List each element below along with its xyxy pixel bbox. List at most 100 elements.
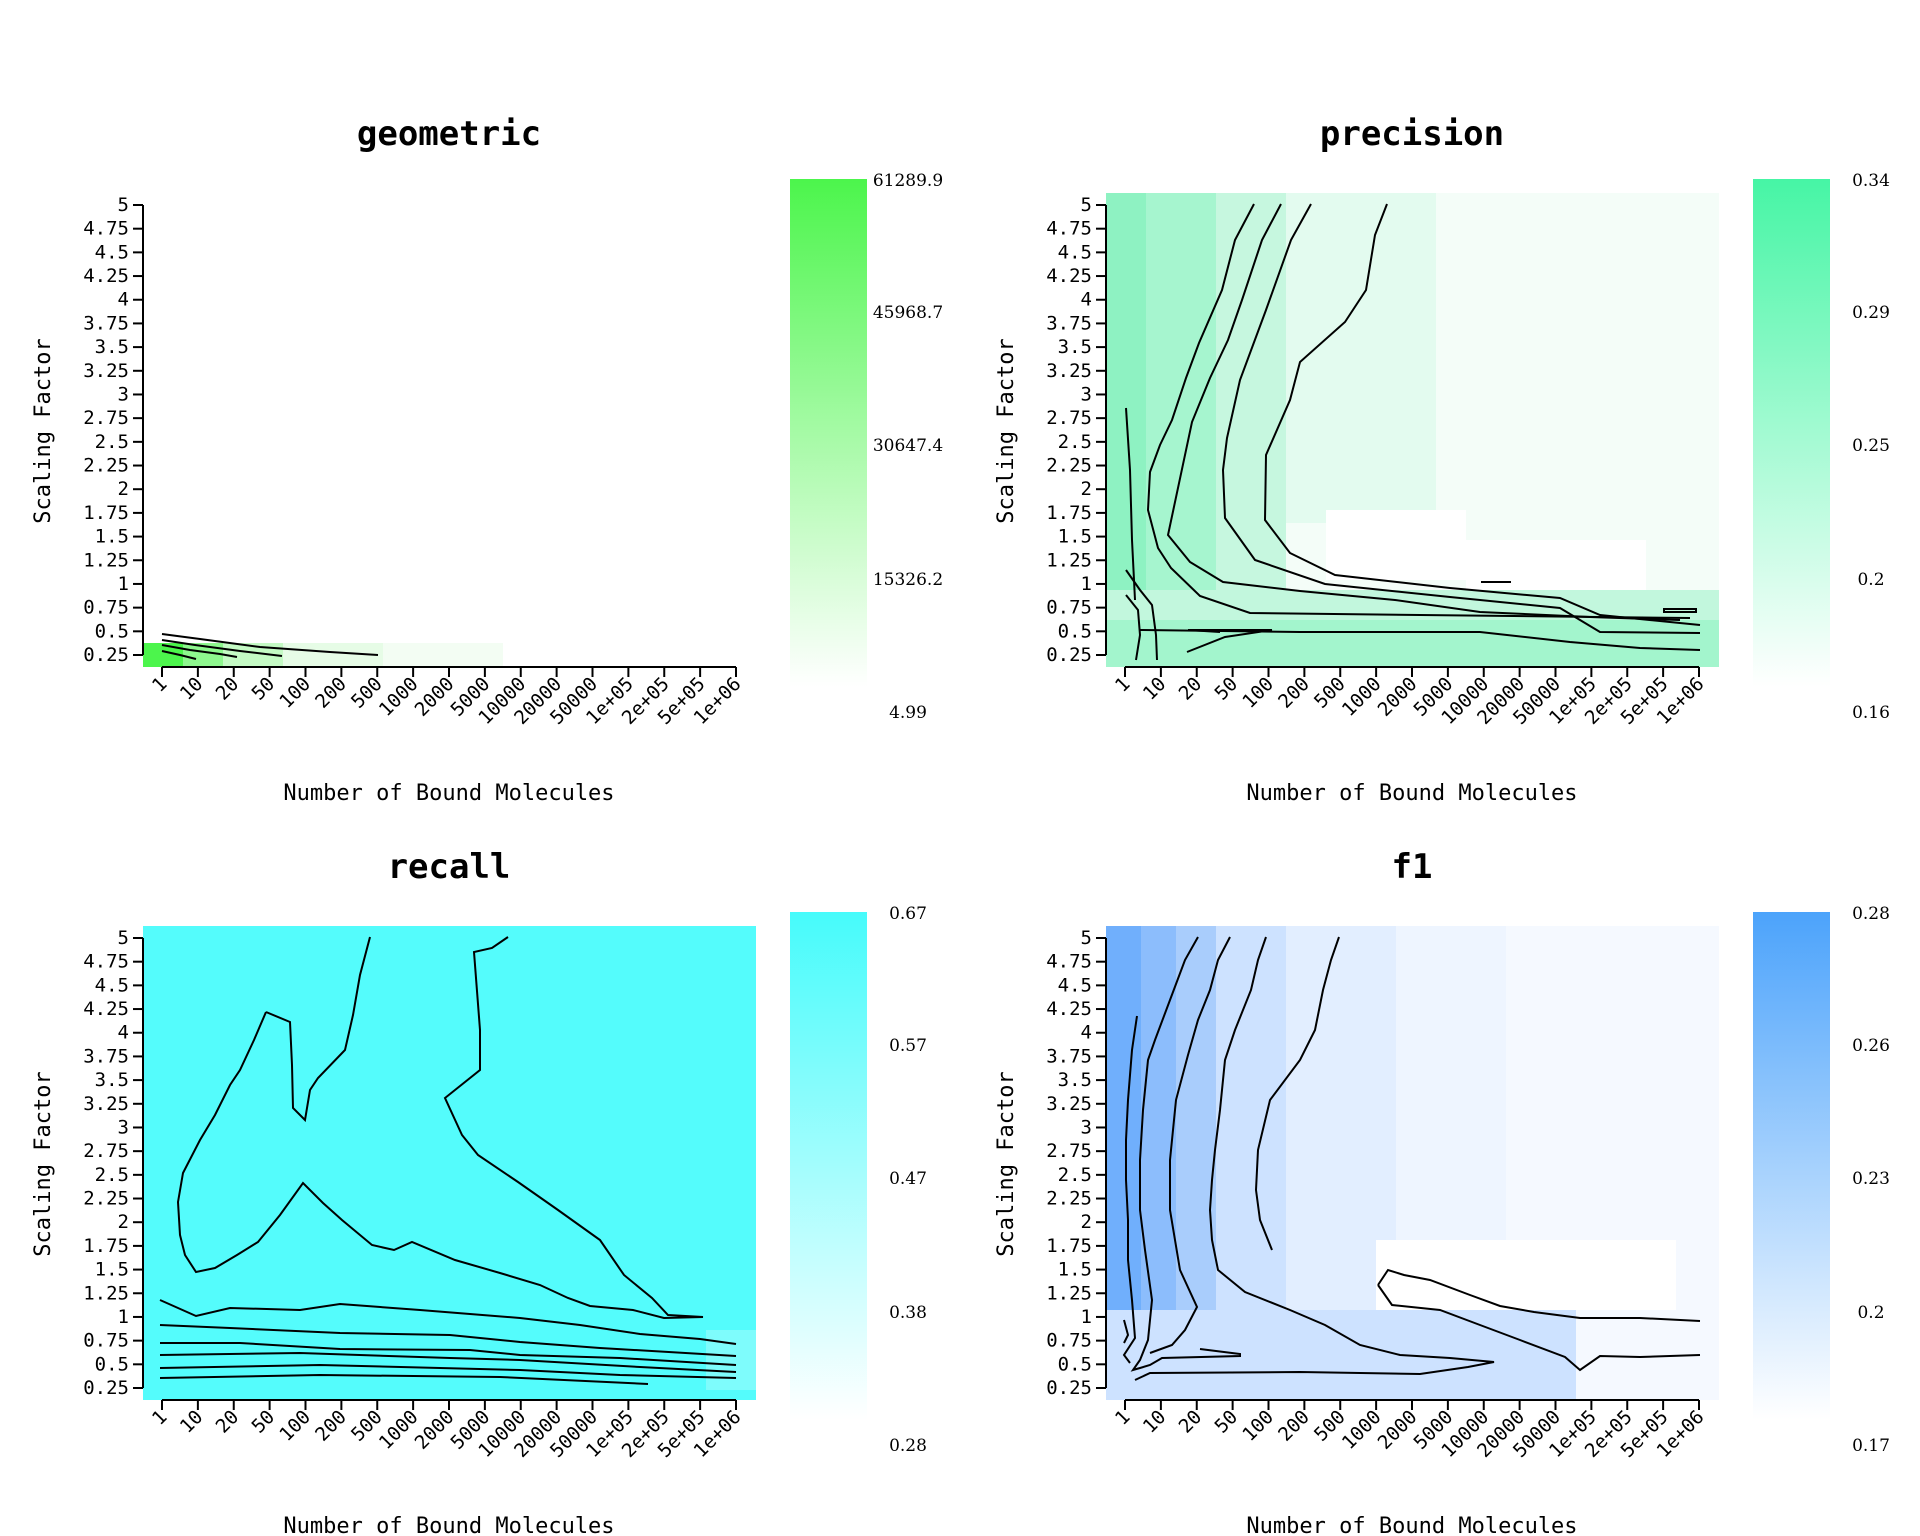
y-tick-label: 0.5 [95,1353,129,1375]
y-tick-label: 2.75 [83,1140,129,1162]
y-axis: 0.250.50.7511.251.51.7522.252.52.7533.25… [83,927,144,1399]
colorbar-label: 0.23 [1852,1169,1890,1189]
contour-line [159,1351,737,1373]
contour-line [159,1363,737,1379]
colorbar-label: 0.57 [889,1036,927,1056]
y-tick-label: 0.25 [1046,644,1092,666]
y-tick-label: 3.75 [1046,312,1092,334]
y-tick-label: 0.75 [83,597,129,619]
y-tick-label: 4.75 [83,951,129,973]
contour-line [159,1324,737,1357]
y-tick-label: 3.25 [83,360,129,382]
y-tick-label: 4.75 [1046,951,1092,973]
y-tick-label: 1.5 [1058,526,1092,548]
colorbar-label: 0.16 [1852,703,1890,723]
y-tick-label: 1.5 [95,526,129,548]
y-tick-label: 1 [1081,573,1092,595]
panel-geometric: geometric 0.250.50.7511.251.51.7522.252.… [31,114,943,806]
contour-line [161,633,379,656]
heatmap-cell [1106,620,1719,667]
x-axis: 1 10 20 50100200500100020005000100002000050… [1111,1399,1709,1462]
y-tick-label: 3.5 [1058,1069,1092,1091]
y-tick-label: 4.5 [1058,241,1092,263]
heatmap-cell [706,1330,756,1390]
y-tick-label: 5 [1081,927,1092,949]
panel-title: geometric [357,114,541,154]
heatmap-cell [1286,193,1436,523]
y-tick-label: 2.25 [83,455,129,477]
colorbar-gradient [790,912,867,1420]
heatmap-cell [1376,1240,1676,1310]
y-tick-label: 4.5 [1058,974,1092,996]
y-tick-label: 2.5 [95,1164,129,1186]
y-tick-label: 2.5 [1058,431,1092,453]
x-tick-label: 10 [1139,673,1171,705]
y-axis: 0.250.50.7511.251.51.7522.252.52.7533.25… [1046,927,1107,1399]
x-tick-label: 100 [1238,673,1278,713]
y-tick-label: 3 [118,1116,129,1138]
colorbar-label: 0.38 [889,1303,927,1323]
contour-line [1123,1319,1130,1344]
y-tick-label: 4.25 [83,998,129,1020]
x-tick-label: 200 [311,673,351,713]
contour-line [1663,608,1697,613]
y-tick-label: 4.75 [1046,218,1092,240]
x-tick-label: 50 [1210,673,1242,705]
y-tick-label: 3.25 [83,1093,129,1115]
x-tick-label: 1 [1111,1406,1135,1430]
contour-line [265,936,371,1123]
heatmap-field [1106,193,1719,667]
contour-line [1134,936,1495,1381]
x-tick-label: 100 [1238,1406,1278,1446]
y-tick-label: 1.5 [1058,1259,1092,1281]
colorbar-gradient [1753,912,1830,1420]
colorbar: 61289.9 45968.7 30647.4 15326.2 4.99 [790,171,943,723]
y-tick-label: 1.25 [83,549,129,571]
y-tick-label: 1.75 [1046,1235,1092,1257]
x-axis-label: Number of Bound Molecules [283,781,614,806]
y-tick-label: 0.25 [83,644,129,666]
y-tick-label: 1.75 [83,1235,129,1257]
colorbar-gradient [790,179,867,687]
y-tick-label: 0.5 [95,620,129,642]
panel-recall: recall 0.250.50.7511.251.51.7522.252.52.… [31,847,927,1536]
y-tick-label: 4.5 [95,974,129,996]
y-tick-label: 2 [118,478,129,500]
y-tick-label: 2.5 [1058,1164,1092,1186]
colorbar-label: 0.26 [1852,1036,1890,1056]
y-axis-label: Scaling Factor [31,338,56,523]
colorbar-label: 0.34 [1852,171,1890,191]
y-tick-label: 2.75 [1046,1140,1092,1162]
x-tick-label: 20 [212,1406,244,1438]
panel-f1: f1 0.250.50.7511.251.51.7522.252.52.7533… [994,847,1890,1536]
y-tick-label: 0.5 [1058,620,1092,642]
y-tick-label: 2.25 [1046,1188,1092,1210]
x-tick-label: 1000 [375,673,423,721]
y-tick-label: 1.25 [1046,549,1092,571]
x-tick-label: 200 [1274,1406,1314,1446]
x-tick-label: 200 [311,1406,351,1446]
y-tick-label: 1 [1081,1306,1092,1328]
colorbar-label: 0.2 [1857,1303,1884,1323]
colorbar-label: 0.2 [1857,570,1884,590]
x-axis: 1 10 20 50100200500100020005000100002000050… [148,666,746,729]
x-axis-label: Number of Bound Molecules [1246,781,1577,806]
contour-line [161,639,283,657]
contour-line [1125,407,1136,601]
y-tick-label: 3.5 [1058,336,1092,358]
y-tick-label: 3.75 [83,312,129,334]
y-tick-label: 4.25 [1046,998,1092,1020]
y-tick-label: 3.75 [1046,1045,1092,1067]
y-tick-label: 4 [118,289,129,311]
x-tick-label: 2000 [411,673,459,721]
contour-line [160,1342,737,1366]
contour-line [159,1299,737,1345]
x-tick-label: 50 [1210,1406,1242,1438]
y-tick-label: 0.75 [1046,597,1092,619]
colorbar-label: 15326.2 [873,570,943,590]
contour-line [1139,629,1701,651]
y-tick-label: 4.75 [83,218,129,240]
colorbar-label: 30647.4 [873,436,943,456]
y-tick-label: 5 [118,194,129,216]
